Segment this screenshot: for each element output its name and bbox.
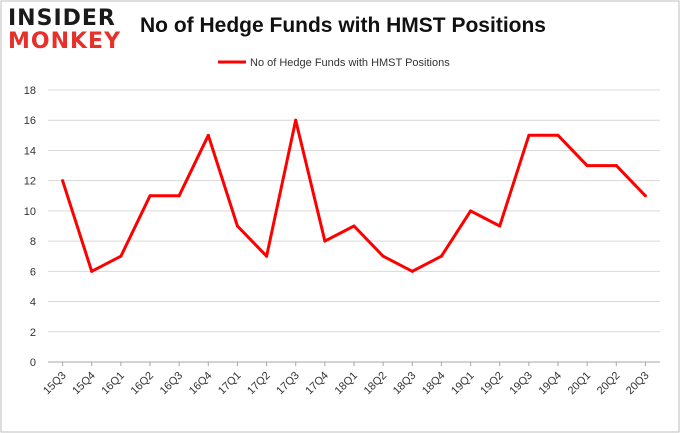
- data-point: [148, 194, 152, 198]
- data-point: [498, 224, 502, 228]
- data-point: [177, 194, 181, 198]
- y-tick-label: 12: [24, 176, 36, 188]
- y-tick-label: 8: [30, 236, 36, 248]
- data-point: [439, 254, 443, 258]
- insider-monkey-logo: INSIDER MONKEY: [8, 8, 128, 53]
- y-tick-label: 14: [24, 145, 36, 157]
- y-tick-label: 6: [30, 266, 36, 278]
- data-point: [294, 118, 298, 122]
- data-point: [235, 224, 239, 228]
- data-point: [352, 224, 356, 228]
- logo-line-1: INSIDER: [8, 6, 116, 31]
- data-point: [469, 209, 473, 213]
- data-point: [643, 194, 647, 198]
- chart-title: No of Hedge Funds with HMST Positions: [140, 14, 546, 37]
- data-point: [381, 254, 385, 258]
- y-tick-label: 2: [30, 327, 36, 339]
- data-point: [206, 133, 210, 137]
- y-tick-label: 16: [24, 115, 36, 127]
- y-tick-label: 4: [30, 297, 36, 309]
- data-point: [265, 254, 269, 258]
- y-tick-label: 18: [24, 85, 36, 97]
- data-point: [585, 164, 589, 168]
- data-point: [410, 269, 414, 273]
- logo-line-2: MONKEY: [8, 29, 122, 54]
- data-point: [556, 133, 560, 137]
- y-tick-label: 0: [30, 357, 36, 369]
- legend-label: No of Hedge Funds with HMST Positions: [250, 57, 450, 69]
- data-point: [90, 269, 94, 273]
- series-group: [61, 118, 647, 273]
- data-point: [614, 164, 618, 168]
- legend: No of Hedge Funds with HMST Positions: [218, 57, 450, 69]
- y-tick-label: 10: [24, 206, 36, 218]
- y-axis-ticks: 0 2 4 6 8 10 12 14 16 18: [24, 85, 36, 369]
- data-point: [61, 179, 65, 183]
- data-point: [119, 254, 123, 258]
- data-point: [527, 133, 531, 137]
- data-point: [323, 239, 327, 243]
